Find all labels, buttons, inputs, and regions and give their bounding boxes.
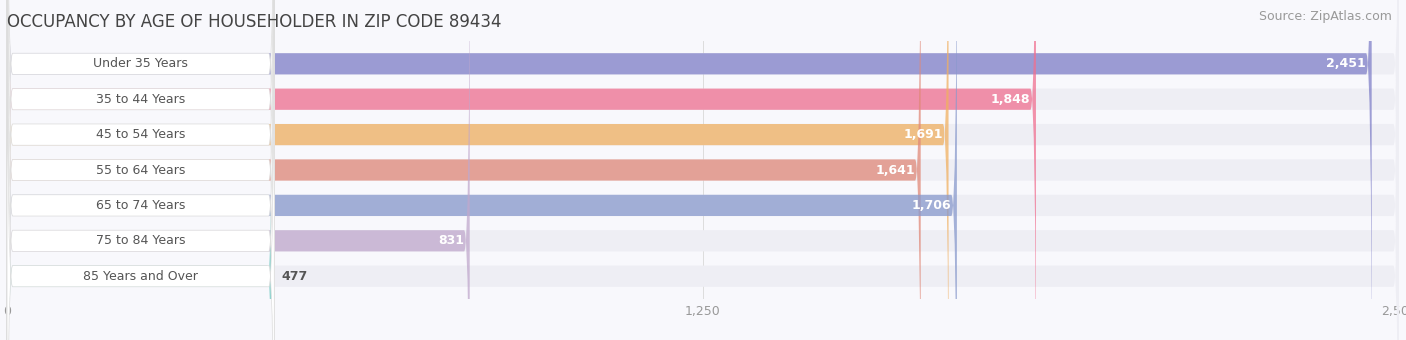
FancyBboxPatch shape [7, 0, 274, 340]
FancyBboxPatch shape [7, 0, 1399, 340]
FancyBboxPatch shape [7, 0, 1399, 340]
Text: 1,641: 1,641 [876, 164, 915, 176]
FancyBboxPatch shape [7, 0, 470, 340]
FancyBboxPatch shape [7, 0, 273, 340]
FancyBboxPatch shape [7, 0, 274, 340]
FancyBboxPatch shape [7, 0, 274, 340]
FancyBboxPatch shape [7, 0, 1036, 340]
Text: 75 to 84 Years: 75 to 84 Years [96, 234, 186, 247]
FancyBboxPatch shape [7, 0, 949, 340]
FancyBboxPatch shape [7, 0, 274, 340]
FancyBboxPatch shape [7, 0, 1399, 340]
Text: Under 35 Years: Under 35 Years [93, 57, 188, 70]
FancyBboxPatch shape [7, 0, 274, 340]
FancyBboxPatch shape [7, 0, 957, 340]
Text: 85 Years and Over: 85 Years and Over [83, 270, 198, 283]
Text: Source: ZipAtlas.com: Source: ZipAtlas.com [1258, 10, 1392, 23]
Text: 477: 477 [281, 270, 308, 283]
Text: 1,691: 1,691 [904, 128, 943, 141]
Text: 65 to 74 Years: 65 to 74 Years [96, 199, 186, 212]
Text: 2,451: 2,451 [1326, 57, 1367, 70]
FancyBboxPatch shape [7, 0, 921, 340]
Text: 831: 831 [439, 234, 464, 247]
FancyBboxPatch shape [7, 0, 1372, 340]
FancyBboxPatch shape [7, 0, 1399, 340]
Text: 45 to 54 Years: 45 to 54 Years [96, 128, 186, 141]
FancyBboxPatch shape [7, 0, 1399, 340]
Text: 55 to 64 Years: 55 to 64 Years [96, 164, 186, 176]
FancyBboxPatch shape [7, 0, 274, 340]
Text: 1,706: 1,706 [911, 199, 952, 212]
FancyBboxPatch shape [7, 0, 1399, 340]
Text: 35 to 44 Years: 35 to 44 Years [96, 93, 186, 106]
FancyBboxPatch shape [7, 0, 1399, 340]
Text: 1,848: 1,848 [991, 93, 1031, 106]
FancyBboxPatch shape [7, 0, 274, 340]
Text: OCCUPANCY BY AGE OF HOUSEHOLDER IN ZIP CODE 89434: OCCUPANCY BY AGE OF HOUSEHOLDER IN ZIP C… [7, 13, 502, 31]
